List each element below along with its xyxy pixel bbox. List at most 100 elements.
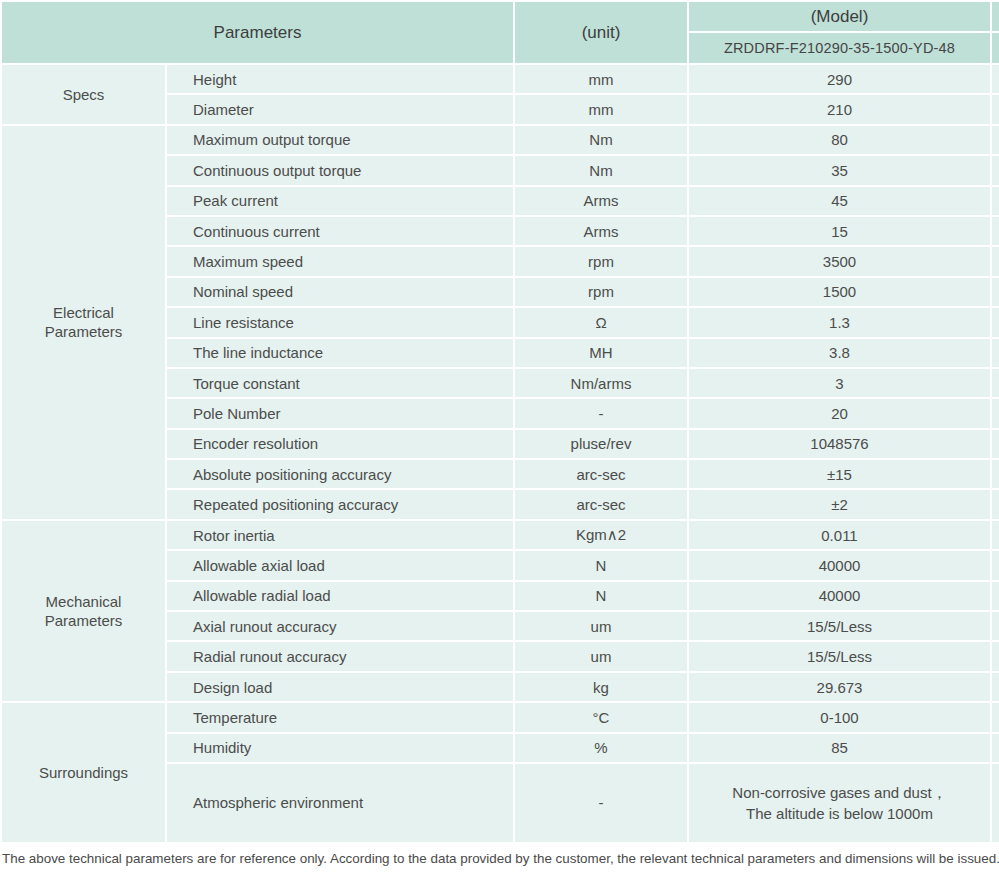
unit-cell: kg [514,672,688,702]
unit-cell: - [514,398,688,428]
table-header: Parameters (unit) (Model) ZRDDRF-F210290… [1,1,999,64]
value-cell: 0-100 [688,702,991,732]
parameter-cell: Encoder resolution [166,429,514,459]
value-cell: 85 [688,733,991,763]
unit-cell: Nm [514,125,688,155]
parameter-cell: Diameter [166,94,514,124]
value-cell: 15 [688,216,991,246]
unit-cell: mm [514,64,688,94]
value-cell: ±2 [688,489,991,519]
unit-cell: % [514,733,688,763]
parameter-cell: Rotor inertia [166,520,514,550]
table-edge-filler [991,155,999,185]
table-edge-filler [991,459,999,489]
value-cell: Non-corrosive gases and dust， The altitu… [688,763,991,843]
table-edge-filler [991,368,999,398]
spec-table: Parameters (unit) (Model) ZRDDRF-F210290… [0,0,999,844]
value-cell: 0.011 [688,520,991,550]
unit-cell: - [514,763,688,843]
value-cell: 3500 [688,246,991,276]
unit-cell: MH [514,338,688,368]
table-body: SpecsHeightmm290 Diametermm210 Electrical … [1,64,999,843]
table-edge-filler [991,489,999,519]
header-parameters: Parameters [1,1,514,64]
unit-cell: rpm [514,246,688,276]
table-edge-filler [991,763,999,843]
parameter-cell: Humidity [166,733,514,763]
category-cell: Mechanical Parameters [1,520,166,702]
table-edge-filler [991,186,999,216]
value-cell: 3.8 [688,338,991,368]
parameter-cell: Absolute positioning accuracy [166,459,514,489]
unit-cell: N [514,581,688,611]
value-cell: 40000 [688,550,991,580]
table-edge-filler [991,125,999,155]
unit-cell: pluse/rev [514,429,688,459]
value-cell: 20 [688,398,991,428]
value-cell: ±15 [688,459,991,489]
unit-cell: Nm [514,155,688,185]
table-edge-filler [991,550,999,580]
parameter-cell: The line inductance [166,338,514,368]
category-cell: Electrical Parameters [1,125,166,520]
unit-cell: arc-sec [514,489,688,519]
table-edge-filler [991,611,999,641]
unit-cell: rpm [514,277,688,307]
value-cell: 1048576 [688,429,991,459]
unit-cell: Arms [514,186,688,216]
table-edge-filler [991,581,999,611]
unit-cell: Ω [514,307,688,337]
parameter-cell: Maximum speed [166,246,514,276]
table-edge-filler [991,338,999,368]
table-edge-filler [991,733,999,763]
parameter-cell: Repeated positioning accuracy [166,489,514,519]
table-edge-filler [991,429,999,459]
table-edge-filler [991,702,999,732]
value-cell: 80 [688,125,991,155]
unit-cell: mm [514,94,688,124]
parameter-cell: Allowable radial load [166,581,514,611]
value-cell: 35 [688,155,991,185]
parameter-cell: Continuous output torque [166,155,514,185]
value-cell: 290 [688,64,991,94]
category-cell: Surroundings [1,702,166,843]
table-edge-filler [991,641,999,671]
header-unit: (unit) [514,1,688,64]
parameter-cell: Nominal speed [166,277,514,307]
value-cell: 3 [688,368,991,398]
unit-cell: Nm/arms [514,368,688,398]
unit-cell: Kgm∧2 [514,520,688,550]
value-cell: 45 [688,186,991,216]
footnote: The above technical parameters are for r… [0,851,999,866]
category-cell: Specs [1,64,166,125]
unit-cell: arc-sec [514,459,688,489]
value-cell: 40000 [688,581,991,611]
unit-cell: um [514,641,688,671]
unit-cell: um [514,611,688,641]
table-edge-filler [991,94,999,124]
table-edge-filler [991,520,999,550]
value-cell: 210 [688,94,991,124]
parameter-cell: Allowable axial load [166,550,514,580]
parameter-cell: Axial runout accuracy [166,611,514,641]
parameter-cell: Line resistance [166,307,514,337]
value-cell: 1.3 [688,307,991,337]
table-edge-filler [991,672,999,702]
value-cell: 15/5/Less [688,641,991,671]
parameter-cell: Peak current [166,186,514,216]
unit-cell: N [514,550,688,580]
value-cell: 1500 [688,277,991,307]
value-cell: 29.673 [688,672,991,702]
parameter-cell: Design load [166,672,514,702]
table-edge-filler [991,246,999,276]
parameter-cell: Maximum output torque [166,125,514,155]
unit-cell: °C [514,702,688,732]
table-edge-filler [991,1,999,32]
header-model-number: ZRDDRF-F210290-35-1500-YD-48 [688,32,991,64]
parameter-cell: Radial runout accuracy [166,641,514,671]
parameter-cell: Height [166,64,514,94]
parameter-cell: Temperature [166,702,514,732]
value-cell: 15/5/Less [688,611,991,641]
unit-cell: Arms [514,216,688,246]
parameter-cell: Torque constant [166,368,514,398]
